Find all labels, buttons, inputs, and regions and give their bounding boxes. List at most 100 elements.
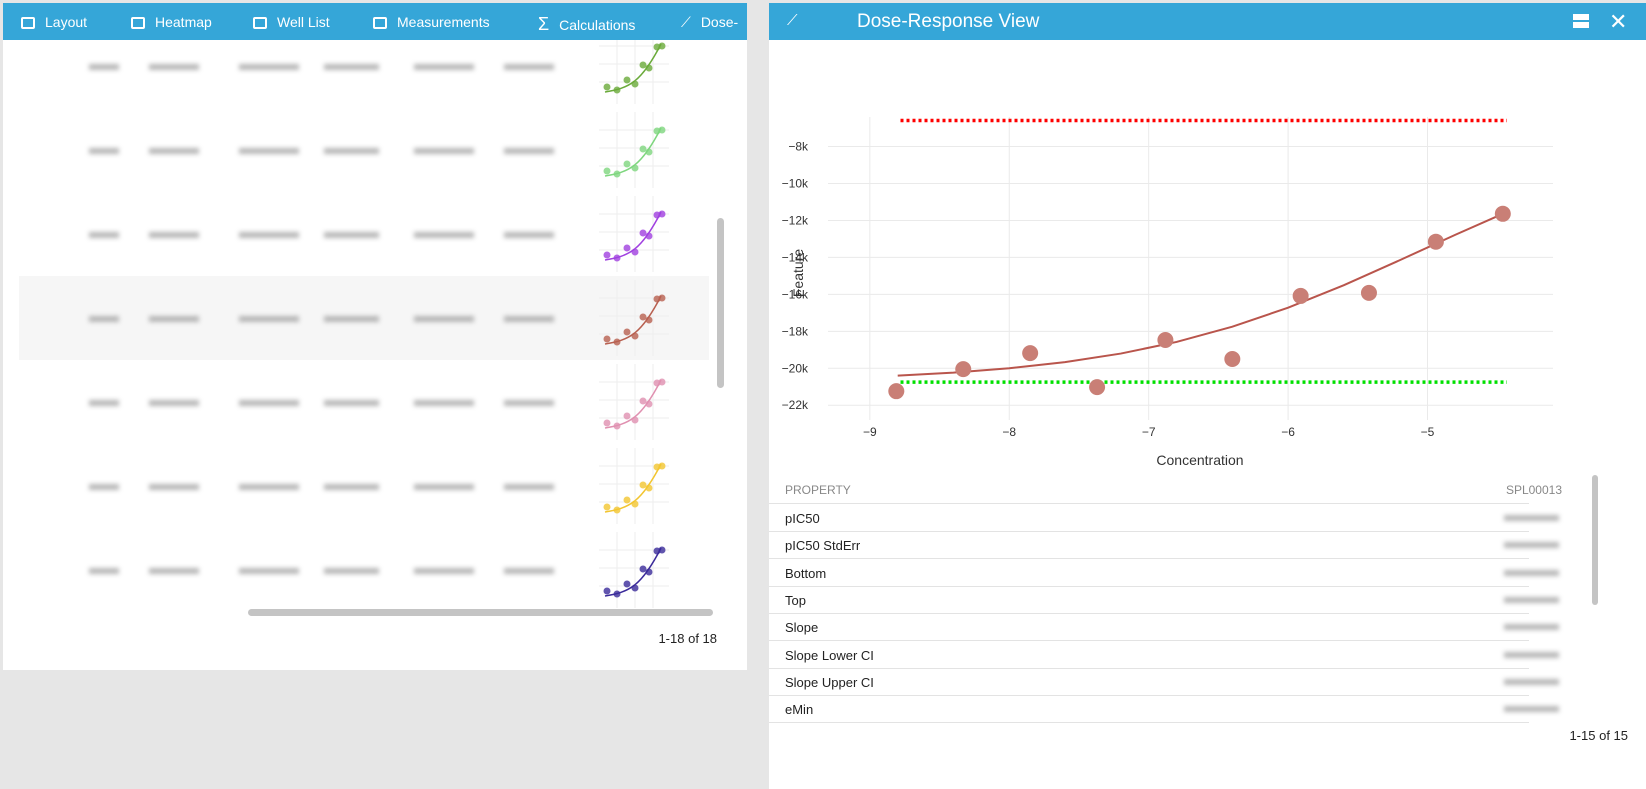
blurred-cell [149, 484, 199, 490]
blurred-cell [89, 64, 119, 70]
data-point [1022, 345, 1039, 362]
blurred-cell [239, 64, 299, 70]
table-row [19, 192, 709, 277]
blurred-cell [414, 400, 474, 406]
blurred-value [1504, 569, 1559, 576]
tab-label: Dose- [700, 14, 739, 30]
property-name: eMin [785, 702, 814, 718]
blurred-cell [324, 64, 379, 70]
thumb-point [603, 503, 611, 511]
h-scrollbar[interactable] [248, 609, 713, 616]
tab[interactable]: Well List [253, 14, 330, 30]
blurred-cell [324, 232, 379, 238]
blurred-value [1504, 678, 1559, 685]
thumbnail [599, 448, 669, 524]
x-tick-label: −9 [863, 425, 877, 439]
table-header: PROPERTY SPL00013 [769, 475, 1562, 504]
thumb-point [645, 316, 653, 324]
thumb-point [623, 76, 631, 84]
blurred-cell [504, 64, 554, 70]
y-axis-title: Feature [790, 249, 806, 297]
blurred-cell [239, 400, 299, 406]
blurred-cell [149, 400, 199, 406]
thumb-point [658, 546, 666, 554]
tab[interactable]: ⟋ Dose- [681, 14, 739, 30]
blurred-cell [89, 316, 119, 322]
panel-header: ⟋ Dose-Response View ✕ [769, 3, 1646, 40]
table-row [19, 276, 709, 361]
thumb-point [631, 248, 639, 256]
y-tick-label: −8k [788, 140, 809, 154]
column-header: SPL00013 [1505, 483, 1562, 497]
thumb-point [623, 412, 631, 420]
tab[interactable]: Measurements [373, 14, 490, 30]
property-row: pIC50 [769, 503, 1559, 532]
thumb-point [603, 251, 611, 259]
y-tick-label: −16k [782, 287, 809, 301]
blurred-cell [89, 148, 119, 154]
thumb-point [603, 587, 611, 595]
y-tick-label: −22k [782, 398, 809, 412]
thumb-point [631, 584, 639, 592]
v-scrollbar[interactable] [1592, 475, 1598, 605]
blurred-cell [239, 148, 299, 154]
property-row: Slope Lower CI [769, 640, 1559, 669]
thumb-point [645, 484, 653, 492]
close-button[interactable]: ✕ [1609, 9, 1628, 34]
data-point [1157, 332, 1174, 349]
thumb-point [613, 338, 621, 346]
thumbnail [599, 280, 669, 356]
property-table: PROPERTY SPL00013 pIC50 pIC50 StdErr Botto… [769, 475, 1646, 753]
data-point [1427, 233, 1444, 250]
table-row [19, 444, 709, 529]
blurred-cell [239, 484, 299, 490]
blurred-cell [239, 232, 299, 238]
blurred-cell [89, 568, 119, 574]
y-tick-label: −10k [782, 177, 809, 191]
pagination: 1-18 of 18 [658, 631, 717, 646]
thumb-point [631, 332, 639, 340]
thumb-point [658, 462, 666, 470]
tab[interactable]: Layout [21, 14, 87, 30]
tab-label: Well List [277, 14, 330, 30]
blurred-cell [504, 400, 554, 406]
property-row: Bottom [769, 558, 1559, 587]
blurred-value [1504, 515, 1559, 521]
thumb-point [658, 378, 666, 386]
thumb-point [639, 145, 647, 153]
thumb-point [613, 86, 621, 94]
thumb-point [645, 148, 653, 156]
blurred-cell [89, 232, 119, 238]
v-scrollbar[interactable] [717, 218, 724, 388]
blurred-cell [504, 316, 554, 322]
blurred-cell [324, 484, 379, 490]
thumb-point [658, 210, 666, 218]
menu-button[interactable] [1573, 14, 1589, 28]
blurred-cell [89, 484, 119, 490]
property-name: Top [785, 592, 806, 608]
blurred-cell [414, 484, 474, 490]
blurred-cell [504, 568, 554, 574]
x-tick-label: −8 [1002, 425, 1016, 439]
table-row [19, 40, 709, 109]
blurred-cell [414, 568, 474, 574]
thumb-point [639, 61, 647, 69]
dose-response-panel: ⟋ Dose-Response View ✕ Feature Concentra… [769, 3, 1646, 789]
blurred-value [1504, 624, 1559, 631]
y-tick-label: −20k [782, 361, 809, 375]
thumb-point [603, 167, 611, 175]
property-name: Slope [785, 620, 819, 636]
thumb-point [658, 42, 666, 50]
thumb-point [613, 422, 621, 430]
blurred-value [1504, 542, 1559, 549]
blurred-cell [239, 316, 299, 322]
tab[interactable]: Heatmap [131, 14, 212, 30]
blurred-cell [324, 568, 379, 574]
blurred-cell [149, 232, 199, 238]
panel-title: Dose-Response View [857, 11, 1040, 32]
tab[interactable]: Σ Calculations [538, 14, 636, 34]
thumbnail [599, 532, 669, 608]
thumb-point [613, 170, 621, 178]
property-row: Top [769, 585, 1559, 614]
